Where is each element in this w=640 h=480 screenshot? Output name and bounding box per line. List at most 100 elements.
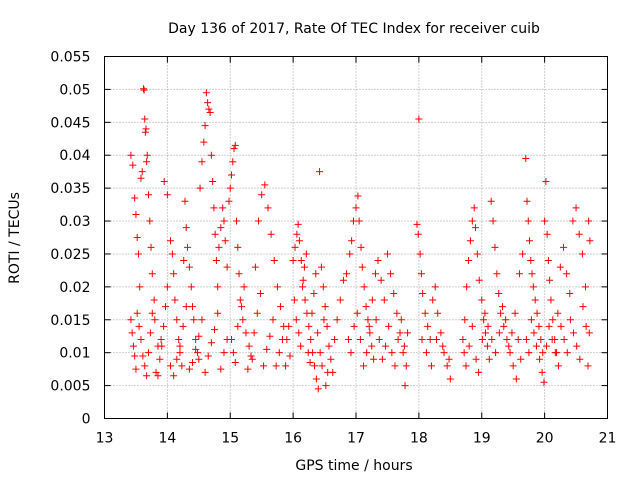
data-point: [445, 355, 453, 363]
data-point: [299, 283, 307, 291]
data-point: [387, 270, 395, 278]
y-tick-label: 0.01: [59, 346, 90, 362]
data-point: [195, 332, 203, 340]
data-point: [514, 336, 522, 344]
data-point: [179, 322, 187, 330]
data-point: [282, 362, 290, 370]
data-point: [236, 296, 244, 304]
data-point: [142, 125, 150, 133]
data-point: [466, 237, 474, 245]
data-point: [234, 243, 242, 251]
data-point: [256, 289, 264, 297]
data-point: [248, 355, 256, 363]
data-point: [185, 263, 193, 271]
data-point: [192, 345, 200, 353]
data-point: [524, 217, 532, 225]
data-point: [314, 329, 322, 337]
data-point: [302, 250, 310, 258]
data-point: [143, 158, 151, 166]
data-point: [189, 303, 197, 311]
data-point: [207, 151, 215, 159]
data-point: [325, 342, 333, 350]
data-point: [460, 349, 468, 357]
data-point: [339, 276, 347, 284]
data-point: [363, 349, 371, 357]
data-point: [212, 257, 220, 265]
data-point: [502, 316, 510, 324]
data-point: [235, 270, 243, 278]
data-point: [251, 263, 259, 271]
data-point: [546, 276, 554, 284]
data-point: [132, 365, 140, 373]
data-point: [434, 309, 442, 317]
data-point: [318, 362, 326, 370]
data-point: [374, 257, 382, 265]
y-tick-label: 0.05: [59, 82, 90, 98]
data-point: [495, 329, 503, 337]
data-point: [365, 322, 373, 330]
data-point: [527, 316, 535, 324]
data-point: [322, 382, 330, 390]
data-point: [127, 151, 135, 159]
data-point: [377, 276, 385, 284]
data-point: [393, 309, 401, 317]
data-point: [129, 161, 137, 169]
y-tick-label: 0.02: [59, 280, 90, 296]
data-point: [463, 283, 471, 291]
data-point: [368, 342, 376, 350]
x-tick-label: 13: [96, 431, 114, 447]
data-point: [183, 243, 191, 251]
data-point: [269, 316, 277, 324]
data-point: [270, 257, 278, 265]
data-point: [286, 352, 294, 360]
data-point: [419, 289, 427, 297]
data-point: [584, 362, 592, 370]
data-point: [189, 359, 197, 367]
data-point: [209, 178, 217, 186]
data-point: [258, 191, 266, 199]
y-tick-label: 0.025: [50, 247, 90, 263]
data-point: [397, 316, 405, 324]
data-point: [533, 309, 541, 317]
data-point: [522, 155, 530, 163]
data-point: [204, 352, 212, 360]
data-point: [528, 270, 536, 278]
data-point: [240, 283, 248, 291]
data-point: [217, 224, 225, 232]
data-point: [426, 336, 434, 344]
x-tick-label: 16: [284, 431, 302, 447]
data-point: [360, 283, 368, 291]
data-point: [396, 329, 404, 337]
data-point: [358, 263, 366, 271]
data-point: [548, 336, 556, 344]
data-point: [364, 316, 372, 324]
data-point: [483, 342, 491, 350]
data-point: [532, 342, 540, 350]
data-point: [519, 250, 527, 258]
data-point: [478, 296, 486, 304]
data-point: [399, 349, 407, 357]
data-point: [221, 237, 229, 245]
data-point: [250, 329, 258, 337]
data-point: [331, 336, 339, 344]
data-point: [401, 382, 409, 390]
data-point: [462, 362, 470, 370]
data-point: [424, 322, 432, 330]
data-point: [371, 270, 379, 278]
data-point: [146, 217, 154, 225]
data-point: [478, 336, 486, 344]
data-point: [517, 355, 525, 363]
data-point: [440, 349, 448, 357]
y-axis-label: ROTI / TECUs: [7, 192, 23, 284]
data-point: [154, 372, 162, 380]
data-point: [488, 336, 496, 344]
x-tick-label: 14: [158, 431, 176, 447]
data-point: [549, 316, 557, 324]
y-tick-label: 0.03: [59, 214, 90, 230]
data-point: [264, 204, 272, 212]
data-point: [581, 283, 589, 291]
data-point: [202, 89, 210, 97]
data-point: [180, 257, 188, 265]
data-point: [350, 322, 358, 330]
